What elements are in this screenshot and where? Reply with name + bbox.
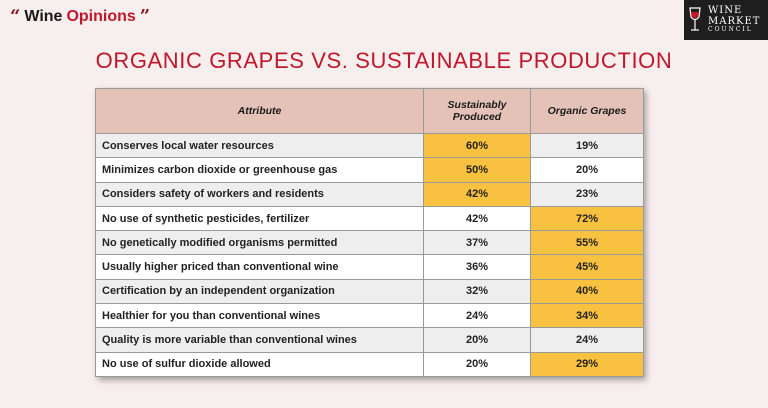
row-sustainable-cell: 24% — [423, 303, 531, 329]
row-organic-cell: 20% — [530, 157, 644, 183]
row-organic-cell: 40% — [530, 278, 644, 305]
row-organic-cell: 24% — [530, 327, 644, 353]
row-sustainable-cell: 50% — [423, 157, 531, 183]
wine-market-council-logo: WINE MARKET COUNCIL — [684, 0, 768, 40]
table-row: No use of sulfur dioxide allowed 20% 29% — [95, 351, 644, 377]
logo-line-1: WINE — [708, 5, 743, 17]
table-row: Healthier for you than conventional wine… — [95, 303, 644, 329]
row-attribute-cell: Minimizes carbon dioxide or greenhouse g… — [95, 157, 424, 183]
table-row: Quality is more variable than convention… — [95, 327, 644, 353]
row-sustainable-cell: 32% — [423, 278, 531, 305]
row-organic-cell: 29% — [530, 351, 644, 377]
row-attribute-cell: Conserves local water resources — [95, 132, 424, 159]
wine-opinions-logo: “ Wine Opinions ” — [10, 6, 150, 27]
table-row: No use of synthetic pesticides, fertiliz… — [95, 205, 644, 232]
row-attribute-cell: Certification by an independent organiza… — [95, 278, 424, 305]
row-sustainable-cell: 20% — [423, 327, 531, 353]
row-sustainable-cell: 42% — [423, 181, 531, 207]
table-row: No genetically modified organisms permit… — [95, 230, 644, 256]
table-row: Considers safety of workers and resident… — [95, 181, 644, 207]
quote-close-icon: ” — [139, 6, 151, 27]
row-organic-cell: 55% — [530, 230, 644, 256]
column-header-attribute: Attribute — [95, 88, 424, 134]
row-attribute-cell: Healthier for you than conventional wine… — [95, 303, 424, 329]
logo-line-2: MARKET — [708, 15, 761, 27]
wine-glass-icon — [689, 7, 701, 31]
table-row: Minimizes carbon dioxide or greenhouse g… — [95, 157, 644, 183]
row-sustainable-cell: 36% — [423, 254, 531, 280]
table-row: Usually higher priced than conventional … — [95, 254, 644, 280]
row-sustainable-cell: 37% — [423, 230, 531, 256]
quote-open-icon: “ — [10, 6, 21, 27]
row-organic-cell: 45% — [530, 254, 644, 280]
table-row: Conserves local water resources 60% 19% — [95, 132, 644, 159]
row-attribute-cell: No genetically modified organisms permit… — [95, 230, 424, 256]
table-header-row: Attribute Sustainably Produced Organic G… — [95, 88, 644, 134]
row-organic-cell: 34% — [530, 303, 644, 329]
row-organic-cell: 72% — [530, 205, 644, 232]
row-organic-cell: 19% — [530, 132, 644, 159]
row-attribute-cell: Considers safety of workers and resident… — [95, 181, 424, 207]
row-attribute-cell: No use of sulfur dioxide allowed — [95, 351, 424, 377]
column-header-sustainable: Sustainably Produced — [423, 88, 531, 134]
column-header-organic: Organic Grapes — [530, 88, 644, 134]
row-attribute-cell: Quality is more variable than convention… — [95, 327, 424, 353]
row-attribute-cell: No use of synthetic pesticides, fertiliz… — [95, 205, 424, 232]
logo-line-3: COUNCIL — [708, 26, 753, 34]
row-sustainable-cell: 42% — [423, 205, 531, 232]
logo-text-accent: Opinions — [66, 7, 136, 25]
row-attribute-cell: Usually higher priced than conventional … — [95, 254, 424, 280]
page-title: ORGANIC GRAPES VS. SUSTAINABLE PRODUCTIO… — [95, 48, 673, 73]
table-row: Certification by an independent organiza… — [95, 278, 644, 305]
row-sustainable-cell: 20% — [423, 351, 531, 377]
comparison-table: Attribute Sustainably Produced Organic G… — [95, 88, 644, 377]
logo-text-plain: Wine — [24, 7, 63, 25]
row-sustainable-cell: 60% — [423, 132, 531, 159]
row-organic-cell: 23% — [530, 181, 644, 207]
